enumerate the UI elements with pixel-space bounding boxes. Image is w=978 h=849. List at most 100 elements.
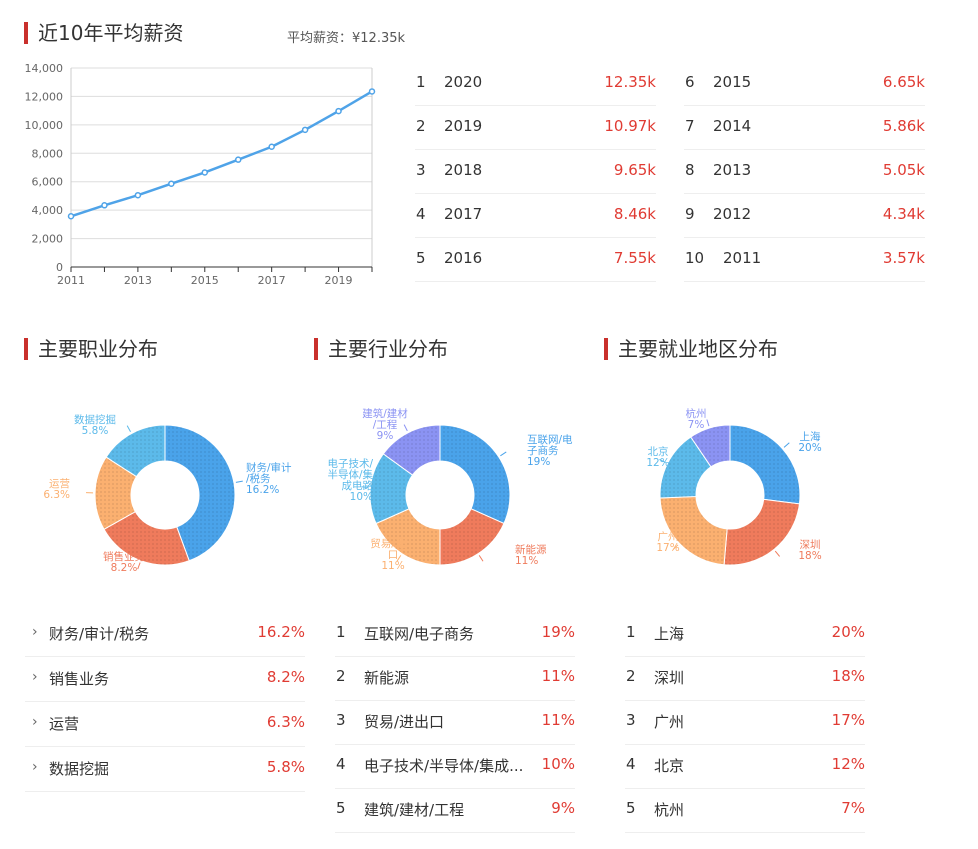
slice-label: 8.2% <box>111 562 138 574</box>
occupation-list-item[interactable]: › 数据挖掘 5.8% <box>25 747 305 792</box>
donut-slice[interactable] <box>105 424 166 478</box>
slice-label: /工程 <box>373 419 398 431</box>
rank-number: 6 <box>685 73 695 91</box>
donut-slice[interactable] <box>723 498 800 566</box>
occupation-section-title: 主要职业分布 <box>24 337 158 361</box>
x-tick-label: 2019 <box>325 274 353 287</box>
rank-year: 2012 <box>713 205 752 223</box>
region-rank: 3 <box>626 711 636 729</box>
donut-slice[interactable] <box>690 424 731 468</box>
industry-rank: 2 <box>336 667 346 685</box>
label-line <box>361 486 369 488</box>
region-list-item[interactable]: 1 上海 20% <box>625 612 865 657</box>
industry-rank: 4 <box>336 755 346 773</box>
label-line <box>706 419 710 427</box>
slice-label: 销售业务 <box>103 550 145 563</box>
slice-label: 17% <box>656 542 679 554</box>
label-line <box>235 480 243 483</box>
data-point[interactable] <box>101 202 108 209</box>
occupation-label: 销售业务 <box>49 670 110 688</box>
industry-list-item[interactable]: 2 新能源 11% <box>335 656 575 701</box>
chevron-right-icon: › <box>32 669 38 685</box>
industry-label: 互联网/电子商务 <box>364 625 475 643</box>
slice-label: 杭州 <box>686 407 707 420</box>
region-list-item[interactable]: 5 杭州 7% <box>625 788 865 833</box>
data-point[interactable] <box>268 143 275 150</box>
donut-slice[interactable] <box>382 424 441 476</box>
slice-label: 9% <box>377 430 394 442</box>
slice-label: 北京 <box>648 445 669 458</box>
rank-year: 2019 <box>444 117 483 135</box>
industry-list-item[interactable]: 5 建筑/建材/工程 9% <box>335 788 575 833</box>
region-rank: 4 <box>626 755 636 773</box>
slice-label: 上海 <box>800 430 821 443</box>
occupation-list-item[interactable]: › 销售业务 8.2% <box>25 657 305 702</box>
occupation-list-item[interactable]: › 运营 6.3% <box>25 702 305 747</box>
region-list-item[interactable]: 3 广州 17% <box>625 700 865 745</box>
rank-row: 10 2011 3.57k <box>684 237 925 282</box>
slice-label: 11% <box>515 555 538 567</box>
region-label: 深圳 <box>654 669 685 687</box>
region-section-title: 主要就业地区分布 <box>604 337 778 361</box>
industry-rank: 3 <box>336 711 346 729</box>
donut-slice[interactable] <box>103 510 190 566</box>
industry-list-item[interactable]: 4 电子技术/半导体/集成... 10% <box>335 744 575 789</box>
rank-number: 7 <box>685 117 695 135</box>
industry-list-item[interactable]: 1 互联网/电子商务 19% <box>335 612 575 657</box>
region-list-item[interactable]: 4 北京 12% <box>625 744 865 789</box>
rank-row: 1 2020 12.35k <box>415 61 656 106</box>
y-tick-label: 14,000 <box>25 62 64 75</box>
occupation-label: 数据挖掘 <box>49 760 110 778</box>
slice-label: 数据挖掘 <box>74 413 116 426</box>
y-tick-label: 8,000 <box>32 147 64 160</box>
data-point[interactable] <box>234 156 242 163</box>
label-line <box>500 451 507 457</box>
label-line <box>774 550 781 557</box>
rank-value: 5.05k <box>882 161 925 179</box>
rank-number: 1 <box>416 73 426 91</box>
region-value: 7% <box>841 799 865 817</box>
slice-label: 7% <box>688 419 705 431</box>
region-label: 杭州 <box>654 801 685 819</box>
salary-line-chart: 0 2,000 4,000 6,000 8,000 10,000 12,000 14,000 2… <box>25 62 376 287</box>
data-point[interactable] <box>301 126 309 134</box>
rank-year: 2014 <box>713 117 752 135</box>
rank-number: 3 <box>416 161 426 179</box>
y-tick-label: 2,000 <box>32 233 64 246</box>
data-point[interactable] <box>201 169 209 176</box>
data-point[interactable] <box>134 191 142 199</box>
industry-list-item[interactable]: 3 贸易/进出口 11% <box>335 700 575 745</box>
x-tick-label: 2011 <box>57 274 85 287</box>
industry-value: 10% <box>541 755 575 773</box>
data-point[interactable] <box>368 88 376 95</box>
chevron-right-icon: › <box>32 759 38 775</box>
slice-label: 运营 <box>49 477 70 490</box>
rank-row: 8 2013 5.05k <box>684 149 925 194</box>
label-line <box>396 555 402 562</box>
occupation-list-item[interactable]: › 财务/审计/税务 16.2% <box>25 612 305 657</box>
salary-section-title: 近10年平均薪资 <box>24 21 183 45</box>
industry-donut-chart: 互联网/电子商务19%新能源11%贸易/进出口11%电子技术/半导体/集成电路1… <box>327 407 573 572</box>
donut-slice[interactable] <box>164 424 236 562</box>
rank-row: 3 2018 9.65k <box>415 149 656 194</box>
region-list-item[interactable]: 2 深圳 18% <box>625 656 865 701</box>
donut-slice[interactable] <box>729 424 801 505</box>
occupation-value: 5.8% <box>266 758 305 776</box>
donut-slice[interactable] <box>439 424 511 525</box>
rank-row: 6 2015 6.65k <box>684 61 925 106</box>
x-tick-label: 2015 <box>191 274 219 287</box>
slice-label: 6.3% <box>43 489 70 501</box>
data-point[interactable] <box>67 213 75 220</box>
label-line <box>659 458 666 464</box>
rank-number: 10 <box>685 249 705 267</box>
rank-number: 9 <box>685 205 695 223</box>
data-point[interactable] <box>335 107 342 115</box>
slice-label: 建筑/建材 <box>362 407 408 420</box>
data-point[interactable] <box>168 180 175 187</box>
slice-label: 20% <box>798 442 821 454</box>
rank-number: 8 <box>685 161 695 179</box>
slice-label: 16.2% <box>246 484 279 496</box>
industry-rank: 1 <box>336 623 346 641</box>
slice-label: 新能源 <box>515 543 547 556</box>
